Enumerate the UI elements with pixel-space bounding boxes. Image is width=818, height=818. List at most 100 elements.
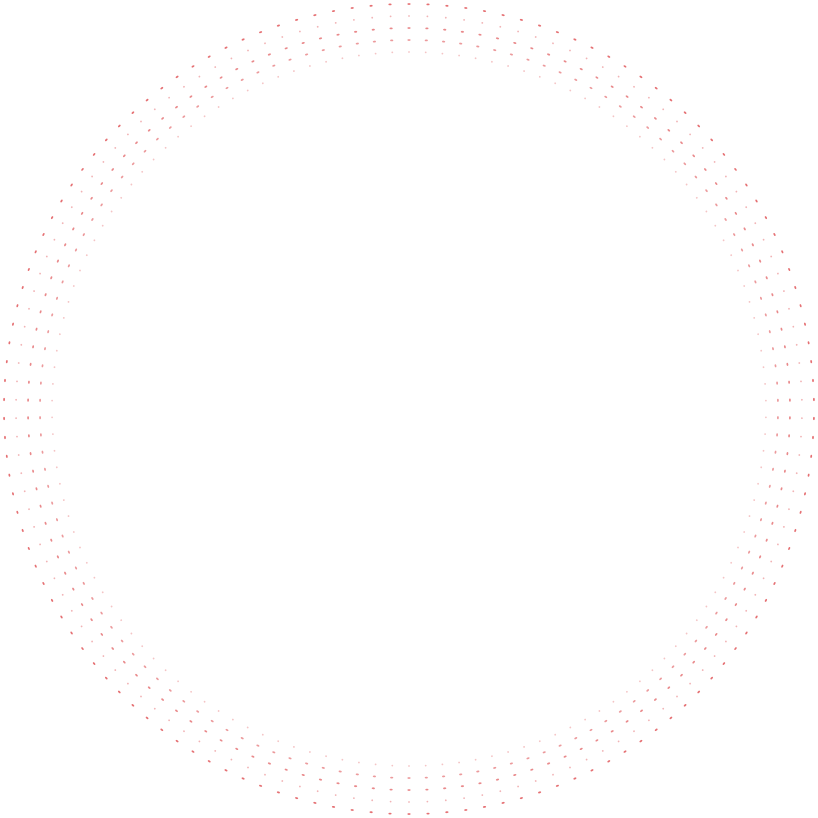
dot: [143, 665, 147, 669]
dot: [168, 126, 172, 129]
dot: [203, 115, 206, 118]
dot: [44, 467, 46, 471]
dot: [27, 267, 30, 272]
dot: [755, 615, 758, 619]
dot: [683, 704, 687, 707]
dot: [768, 484, 771, 488]
dot: [788, 434, 791, 438]
dot: [110, 210, 113, 213]
dot: [788, 267, 791, 272]
dot: [374, 52, 377, 55]
dot: [783, 526, 785, 528]
dot: [764, 313, 767, 317]
dot: [56, 259, 59, 263]
dot: [776, 310, 779, 314]
dot: [754, 593, 757, 596]
dot: [623, 750, 627, 753]
dot: [67, 515, 70, 517]
dot: [495, 778, 500, 781]
dot: [371, 799, 374, 802]
dot: [100, 633, 103, 636]
dot: [799, 510, 802, 514]
dot: [783, 290, 785, 292]
dot: [305, 53, 309, 56]
dot: [281, 36, 284, 38]
dot: [261, 82, 264, 85]
dot: [743, 531, 746, 533]
dot: [3, 397, 6, 402]
dot: [765, 416, 767, 419]
dot: [683, 652, 687, 656]
dot: [801, 398, 803, 401]
dot: [626, 690, 628, 693]
dot: [445, 811, 449, 814]
dot: [189, 95, 193, 98]
dot: [760, 466, 763, 469]
dot: [654, 86, 658, 90]
dot: [482, 805, 487, 808]
dot: [724, 218, 727, 221]
dot: [740, 566, 744, 570]
dot: [654, 728, 658, 732]
dot: [153, 707, 156, 710]
dot: [563, 60, 567, 63]
dot: [801, 417, 803, 420]
dot: [130, 183, 133, 186]
dot: [674, 645, 677, 648]
dot: [517, 30, 519, 33]
dot: [612, 700, 615, 703]
dot: [101, 224, 104, 227]
dot: [748, 264, 751, 268]
dot: [210, 719, 214, 723]
dot: [640, 709, 643, 713]
dot: [759, 259, 762, 263]
dot: [372, 775, 376, 778]
dot: [153, 108, 156, 111]
dot: [72, 227, 75, 231]
dot: [798, 362, 801, 364]
dot: [776, 398, 779, 402]
dot: [737, 269, 739, 272]
dot: [79, 269, 81, 272]
dot: [369, 811, 373, 814]
dot: [156, 137, 159, 141]
dot: [55, 466, 58, 469]
dot: [595, 739, 599, 742]
dot: [441, 52, 444, 55]
dot: [277, 740, 280, 743]
dot: [16, 304, 19, 308]
dot: [659, 677, 662, 681]
dot: [90, 196, 93, 200]
dot: [140, 120, 142, 123]
dot: [39, 310, 42, 314]
dot: [694, 175, 698, 179]
dot: [764, 433, 766, 435]
dot: [16, 435, 18, 438]
dot: [110, 625, 113, 629]
dot: [90, 618, 93, 622]
dot: [725, 640, 727, 643]
dot: [82, 581, 85, 585]
dot: [79, 546, 81, 549]
dot: [272, 64, 276, 67]
dot: [33, 526, 35, 528]
dot: [70, 183, 73, 187]
dot: [5, 454, 8, 458]
dot: [251, 755, 255, 758]
dot: [476, 770, 480, 773]
dot: [464, 7, 468, 9]
dot: [235, 747, 239, 750]
dot: [15, 398, 18, 401]
dot: [538, 740, 541, 743]
dot: [123, 154, 126, 158]
dot: [618, 710, 622, 713]
dot: [72, 285, 75, 287]
dot: [204, 85, 208, 88]
dot: [60, 615, 63, 619]
dot: [102, 160, 105, 163]
dot: [224, 769, 228, 772]
dot: [776, 504, 779, 508]
dot: [735, 625, 738, 628]
dot: [17, 454, 20, 456]
dot: [27, 434, 30, 438]
